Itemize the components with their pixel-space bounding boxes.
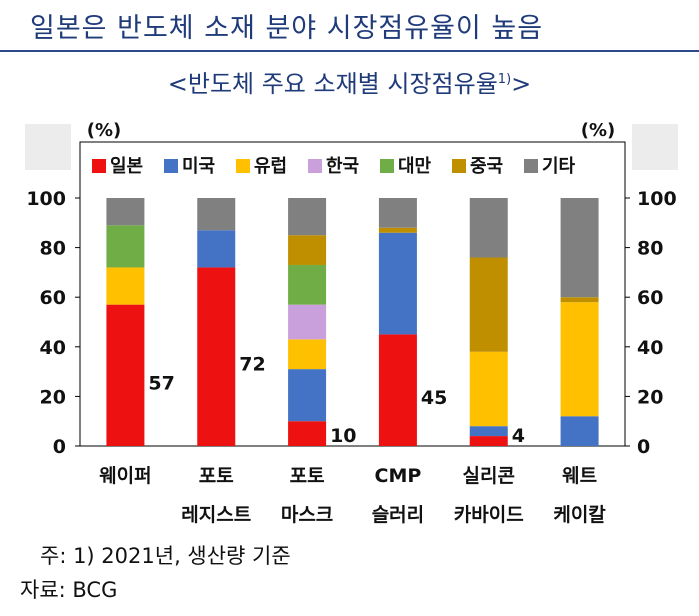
data-label: 10 [330, 425, 356, 447]
x-tick-label: 마스크 [281, 504, 333, 526]
corner-box-right [632, 124, 678, 170]
legend-swatch [380, 159, 394, 173]
bar-segment [197, 230, 236, 268]
y-axis-unit-right: (%) [581, 120, 616, 141]
bar-segment [197, 198, 236, 231]
y-tick-label-left: 100 [26, 188, 66, 210]
bar-segment [288, 264, 327, 305]
legend-swatch [236, 159, 250, 173]
y-tick-label-left: 80 [40, 238, 66, 260]
legend-label: 기타 [542, 156, 576, 177]
x-tick-label: 포토 [290, 465, 325, 487]
legend-label: 대만 [398, 156, 432, 177]
x-tick-label: 레지스트 [181, 504, 251, 526]
y-tick-label-right: 80 [637, 238, 663, 260]
legend-swatch [308, 159, 322, 173]
x-tick-label: 포토 [199, 465, 234, 487]
legend-label: 유럽 [254, 156, 287, 177]
chart-title-footnote-mark: 1) [497, 72, 512, 87]
y-axis-unit-left: (%) [87, 120, 122, 141]
legend-label: 미국 [182, 156, 215, 177]
bar-segment [106, 267, 145, 305]
y-tick-label-left: 60 [40, 287, 66, 309]
footnote: 주: 1) 2021년, 생산량 기준 [40, 544, 291, 568]
bar-segment [106, 225, 145, 268]
y-tick-label-right: 60 [637, 287, 663, 309]
x-tick-label: 웨이퍼 [99, 465, 151, 487]
bar-segment [197, 267, 236, 446]
x-tick-label: 카바이드 [454, 504, 524, 526]
bar-segment [469, 198, 508, 258]
data-label: 45 [421, 387, 447, 409]
bar-segment [288, 421, 327, 446]
title-divider [0, 50, 699, 52]
x-tick-label: 실리콘 [463, 465, 515, 487]
y-tick-label-left: 0 [53, 436, 66, 458]
legend-label: 한국 [326, 156, 359, 177]
bar-segment [288, 339, 327, 370]
legend-label: 중국 [470, 156, 503, 177]
x-tick-label: 웨트 [562, 465, 597, 487]
y-tick-label-right: 0 [637, 436, 650, 458]
data-label: 4 [512, 425, 525, 447]
bar-segment [469, 257, 508, 352]
chart-title-text: <반도체 주요 소재별 시장점유율 [167, 70, 498, 98]
chart-title-end: > [511, 70, 532, 98]
data-label: 72 [239, 354, 265, 376]
legend-swatch [92, 159, 106, 173]
bar-segment [560, 416, 599, 446]
legend-label: 일본 [110, 156, 143, 177]
page-title: 일본은 반도체 소재 분야 시장점유율이 높음 [30, 13, 544, 44]
bar-segment [378, 227, 417, 233]
x-tick-label: 케이칼 [553, 504, 606, 526]
bar-segment [469, 351, 508, 427]
bar-segment [378, 198, 417, 228]
bar-segment [560, 297, 599, 303]
bar-segment [288, 304, 327, 340]
x-tick-label: 슬러리 [372, 504, 424, 526]
y-tick-label-right: 40 [637, 337, 663, 359]
plot-frame [79, 141, 626, 447]
data-label: 57 [148, 372, 174, 394]
bar-segment [378, 232, 417, 335]
corner-box-left [25, 124, 71, 170]
legend-swatch [164, 159, 178, 173]
bar-segment [560, 198, 599, 298]
bar-segment [469, 426, 508, 437]
bar-segment [560, 302, 599, 417]
y-tick-label-right: 100 [637, 188, 677, 210]
bar-segment [288, 198, 327, 236]
bar-segment [106, 198, 145, 226]
legend-swatch [452, 159, 466, 173]
y-tick-label-left: 40 [40, 337, 66, 359]
bar-segment [469, 436, 508, 446]
y-tick-label-left: 20 [40, 386, 66, 408]
chart-title: <반도체 주요 소재별 시장점유율1)> [0, 64, 699, 99]
bar-segment [288, 235, 327, 265]
bar-segment [106, 304, 145, 446]
bar-segment [288, 369, 327, 422]
source-note: 자료: BCG [20, 578, 118, 602]
legend-swatch [524, 159, 538, 173]
y-tick-label-right: 20 [637, 386, 663, 408]
x-tick-label: CMP [375, 465, 422, 487]
bar-segment [378, 334, 417, 446]
